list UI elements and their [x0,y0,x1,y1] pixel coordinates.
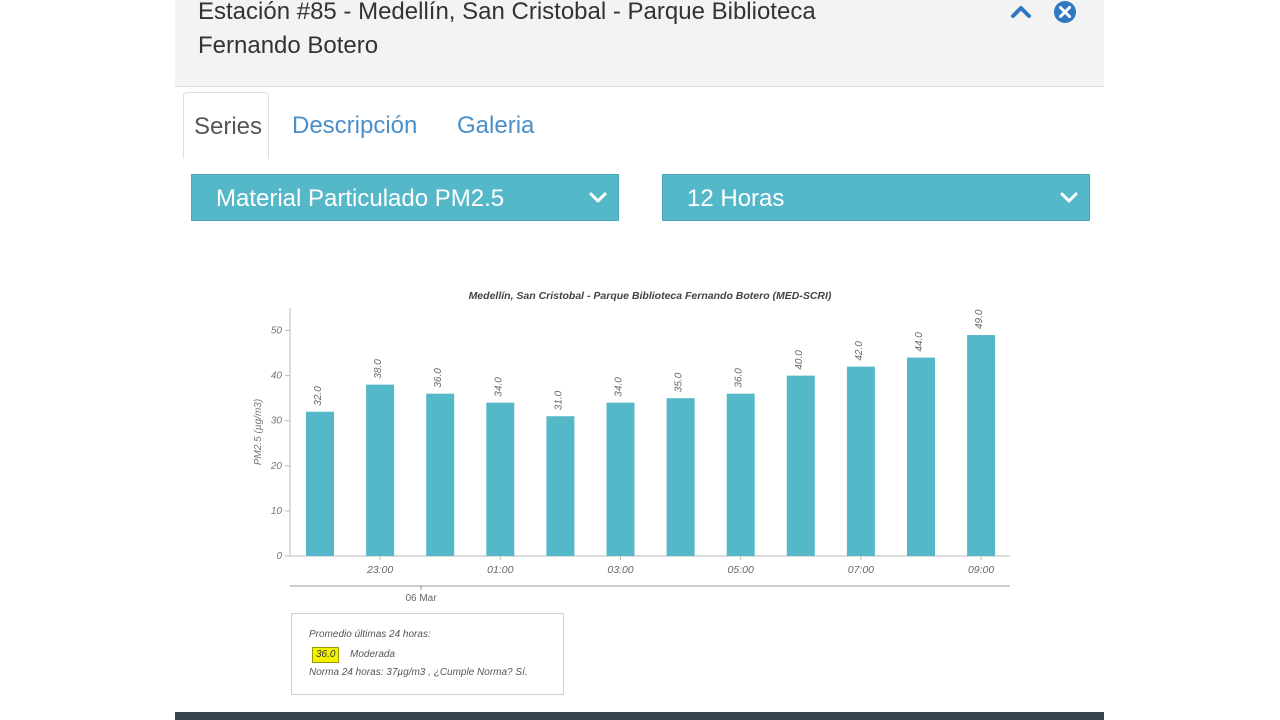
y-axis-label: PM2.5 (µg/m3) [253,399,264,465]
pollutant-select-value: Material Particulado PM2.5 [216,185,505,212]
chart-bar [486,402,515,556]
chart-bar [546,416,575,556]
date-label: 06 Mar [405,593,437,604]
summary-box: Promedio últimas 24 horas: 36.0 Moderada… [291,613,564,695]
x-tick-label: 09:00 [968,564,994,576]
collapse-button[interactable] [1007,0,1035,26]
tab-bar: Series Descripción Galeria [175,92,1104,160]
tab-descripcion[interactable]: Descripción [292,112,418,139]
bar-value-label: 44.0 [914,332,925,352]
x-tick-label: 01:00 [487,564,513,576]
pollutant-select[interactable]: Material Particulado PM2.5 [191,174,619,221]
map-strip [175,712,1104,720]
bar-value-label: 38.0 [373,359,384,379]
summary-average-value: 36.0 [312,647,340,663]
bar-value-label: 34.0 [614,377,625,397]
station-title: Estación #85 - Medellín, San Cristobal -… [198,0,816,59]
x-tick-label: 03:00 [607,564,633,576]
y-tick-label: 50 [271,326,283,337]
station-panel: Estación #85 - Medellín, San Cristobal -… [175,0,1104,720]
chevron-down-icon [589,192,607,203]
x-tick-label: 23:00 [366,564,393,576]
bar-value-label: 49.0 [974,309,985,329]
close-button[interactable] [1051,0,1079,26]
tab-galeria[interactable]: Galeria [457,112,535,139]
chart-bar [726,393,755,556]
bar-value-label: 36.0 [433,368,444,388]
summary-norm: Norma 24 horas: 37µg/m3 , ¿Cumple Norma?… [309,667,528,678]
close-circle-icon [1054,1,1076,23]
y-tick-label: 40 [271,371,283,382]
bar-value-label: 36.0 [734,368,745,388]
chart-bar [786,375,815,556]
bar-value-label: 31.0 [553,390,564,410]
y-tick-label: 20 [270,461,283,472]
chart-bar [846,366,875,556]
chevron-down-icon [1060,192,1078,203]
period-select[interactable]: 12 Horas [662,174,1090,221]
chart-bar [366,384,395,556]
y-tick-label: 10 [271,506,283,517]
tab-series[interactable]: Series [183,92,269,159]
bar-value-label: 40.0 [794,350,805,370]
y-tick-label: 30 [271,416,283,427]
bar-value-label: 32.0 [313,386,324,406]
bar-value-label: 35.0 [674,372,685,392]
period-select-value: 12 Horas [687,185,785,212]
pm25-bar-chart: Medellín, San Cristobal - Parque Bibliot… [253,290,1010,604]
x-tick-label: 05:00 [728,564,754,576]
summary-average-label: Promedio últimas 24 horas: [309,629,431,640]
panel-header: Estación #85 - Medellín, San Cristobal -… [175,0,1104,87]
chart-title: Medellín, San Cristobal - Parque Bibliot… [469,290,832,302]
chart-bar [967,335,996,556]
chart-bar [306,411,334,556]
bar-value-label: 42.0 [854,341,865,361]
chart-container: Medellín, San Cristobal - Parque Bibliot… [175,270,1104,604]
chevron-up-icon [1011,6,1031,18]
chart-bar [666,398,695,556]
bar-value-label: 34.0 [493,377,504,397]
chart-bar [426,393,455,556]
chart-bar [907,357,935,556]
x-tick-label: 07:00 [848,564,874,576]
y-tick-label: 0 [276,551,282,562]
chart-bar [606,402,635,556]
summary-category: Moderada [350,649,396,660]
